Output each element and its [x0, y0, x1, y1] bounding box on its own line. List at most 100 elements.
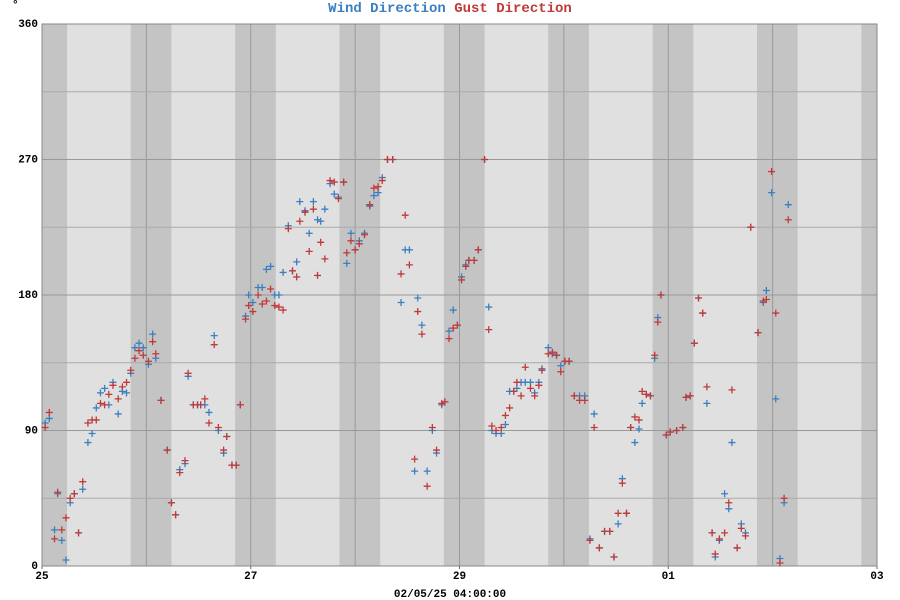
point	[631, 439, 639, 447]
point	[114, 410, 122, 418]
point	[699, 309, 707, 317]
point	[118, 383, 126, 391]
point	[485, 303, 493, 311]
point	[343, 249, 351, 257]
point	[642, 390, 650, 398]
point	[581, 396, 589, 404]
point	[557, 368, 565, 376]
point	[66, 494, 74, 502]
point	[501, 411, 509, 419]
point	[553, 351, 561, 359]
point	[321, 255, 329, 263]
point	[96, 399, 104, 407]
point	[401, 211, 409, 219]
point	[405, 261, 413, 269]
point	[58, 536, 66, 544]
point	[733, 544, 741, 552]
point	[127, 366, 135, 374]
point	[45, 414, 53, 422]
point	[254, 291, 262, 299]
point	[673, 427, 681, 434]
x-tick-label: 29	[453, 571, 466, 583]
x-tick-label: 01	[662, 571, 676, 583]
point	[131, 354, 139, 362]
y-tick-label: 180	[18, 290, 38, 302]
point	[326, 177, 334, 185]
point	[378, 177, 386, 185]
point	[768, 168, 776, 176]
point	[275, 291, 283, 299]
point	[411, 455, 419, 463]
point	[114, 395, 122, 403]
point	[449, 324, 457, 332]
point	[275, 303, 283, 311]
point	[75, 529, 83, 537]
point	[301, 208, 309, 216]
point	[754, 329, 762, 337]
point	[544, 350, 552, 358]
point	[780, 494, 788, 502]
point	[92, 416, 100, 424]
point	[79, 485, 87, 493]
point	[152, 350, 160, 358]
labels: ° 02/05/25 04:00:00 Wind Direction Gust …	[12, 0, 884, 600]
point	[614, 509, 622, 517]
point	[728, 439, 736, 447]
point	[397, 299, 405, 307]
point	[721, 490, 729, 498]
point	[690, 339, 698, 347]
point	[686, 392, 694, 400]
point	[411, 467, 419, 475]
point	[708, 529, 716, 537]
point	[492, 427, 500, 434]
point	[526, 378, 534, 386]
point	[481, 156, 489, 163]
point	[317, 238, 325, 246]
point	[414, 308, 422, 316]
point	[135, 339, 143, 347]
point	[181, 457, 189, 465]
point	[737, 524, 745, 532]
point	[51, 526, 59, 534]
legend-entry: Wind Direction	[328, 1, 446, 17]
point	[309, 198, 317, 206]
point	[284, 225, 292, 233]
point	[249, 308, 257, 316]
point	[249, 299, 257, 307]
point	[762, 286, 770, 294]
point	[232, 461, 240, 469]
point	[662, 431, 670, 439]
point	[521, 363, 529, 371]
point	[397, 270, 405, 278]
point	[314, 216, 322, 224]
y-tick-label: 360	[18, 19, 38, 31]
point	[548, 348, 556, 356]
point	[728, 386, 736, 394]
point	[131, 344, 139, 352]
point	[682, 393, 690, 401]
point	[79, 478, 87, 486]
point	[58, 526, 66, 534]
point	[163, 446, 171, 454]
point	[485, 326, 493, 334]
point	[635, 425, 643, 433]
marks	[41, 156, 792, 567]
point	[405, 246, 413, 254]
point	[258, 300, 266, 308]
point	[433, 446, 441, 454]
point	[355, 240, 363, 248]
point	[144, 357, 152, 365]
point	[614, 520, 622, 528]
point	[784, 216, 792, 224]
point	[423, 467, 431, 475]
point	[631, 413, 639, 421]
point	[245, 302, 253, 310]
point	[497, 430, 505, 438]
point	[314, 271, 322, 279]
point	[772, 309, 780, 317]
point	[590, 423, 598, 431]
point	[535, 381, 543, 389]
point	[262, 265, 270, 273]
point	[725, 499, 733, 507]
